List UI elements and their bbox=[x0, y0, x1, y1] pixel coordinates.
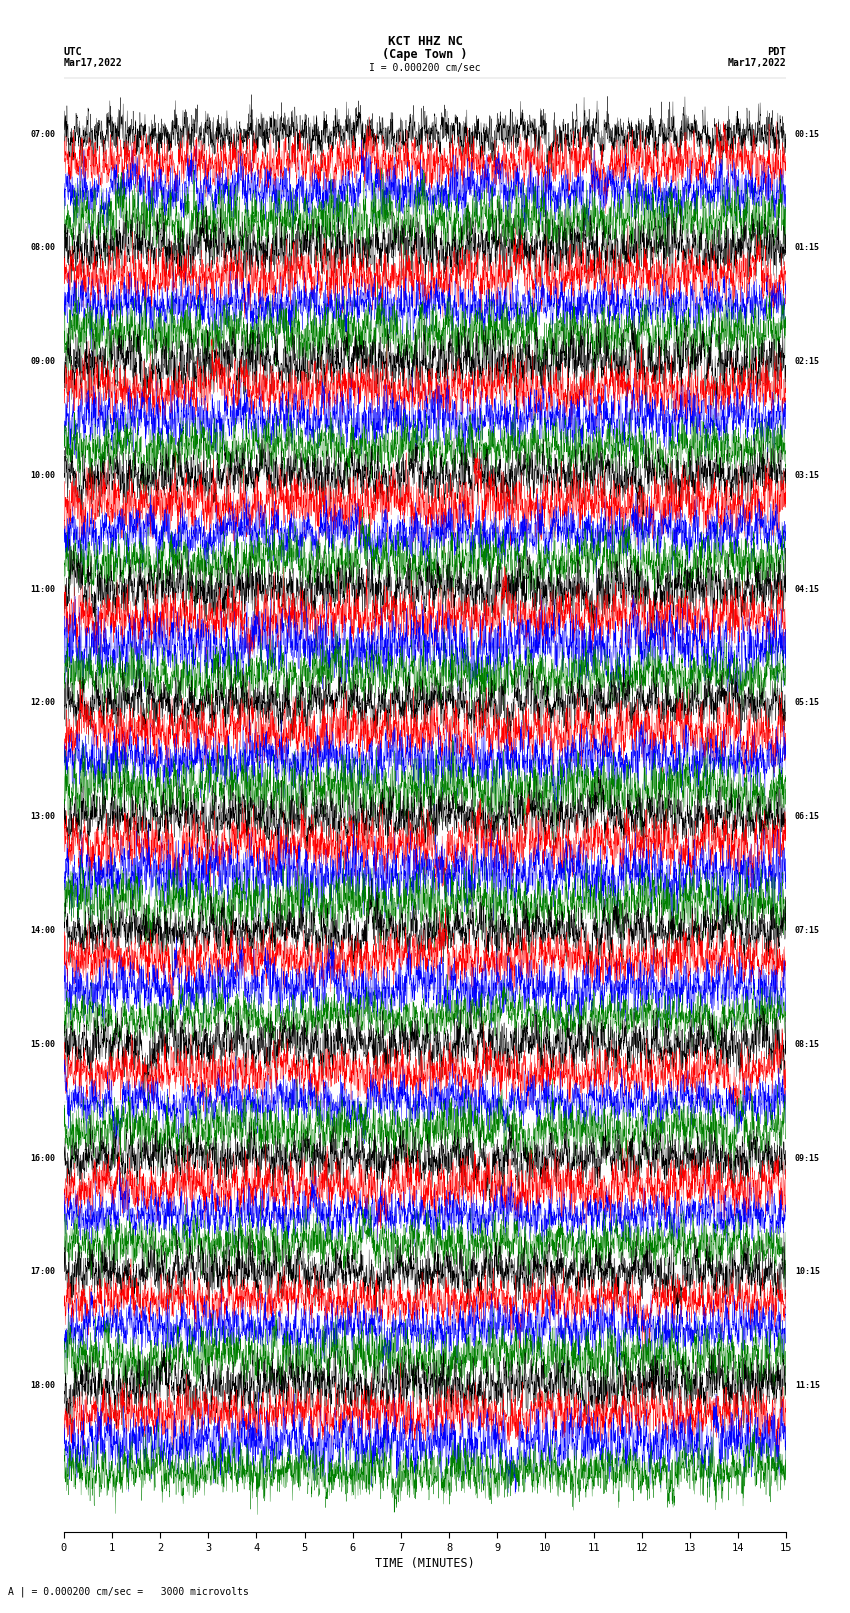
Text: 08:00: 08:00 bbox=[30, 244, 55, 252]
Text: 09:15: 09:15 bbox=[795, 1153, 820, 1163]
Text: 12:00: 12:00 bbox=[30, 698, 55, 708]
Text: 08:15: 08:15 bbox=[795, 1040, 820, 1048]
Text: 18:00: 18:00 bbox=[30, 1381, 55, 1390]
Text: 11:00: 11:00 bbox=[30, 584, 55, 594]
Text: 07:00: 07:00 bbox=[30, 129, 55, 139]
Text: 00:15: 00:15 bbox=[795, 129, 820, 139]
Text: 10:00: 10:00 bbox=[30, 471, 55, 479]
Text: 07:15: 07:15 bbox=[795, 926, 820, 936]
Text: Mar17,2022: Mar17,2022 bbox=[728, 58, 786, 68]
Text: KCT HHZ NC: KCT HHZ NC bbox=[388, 35, 462, 48]
Text: UTC: UTC bbox=[64, 47, 82, 56]
Text: 10:15: 10:15 bbox=[795, 1268, 820, 1276]
Text: 15:00: 15:00 bbox=[30, 1040, 55, 1048]
Text: 01:15: 01:15 bbox=[795, 244, 820, 252]
Text: 05:15: 05:15 bbox=[795, 698, 820, 708]
Text: 04:15: 04:15 bbox=[795, 584, 820, 594]
Text: PDT: PDT bbox=[768, 47, 786, 56]
Text: 17:00: 17:00 bbox=[30, 1268, 55, 1276]
Text: 13:00: 13:00 bbox=[30, 813, 55, 821]
Text: 03:15: 03:15 bbox=[795, 471, 820, 479]
Text: Mar17,2022: Mar17,2022 bbox=[64, 58, 122, 68]
Text: A | = 0.000200 cm/sec =   3000 microvolts: A | = 0.000200 cm/sec = 3000 microvolts bbox=[8, 1587, 249, 1597]
Text: 02:15: 02:15 bbox=[795, 356, 820, 366]
Text: 09:00: 09:00 bbox=[30, 356, 55, 366]
Text: 11:15: 11:15 bbox=[795, 1381, 820, 1390]
Text: 14:00: 14:00 bbox=[30, 926, 55, 936]
Text: I = 0.000200 cm/sec: I = 0.000200 cm/sec bbox=[369, 63, 481, 73]
Text: (Cape Town ): (Cape Town ) bbox=[382, 48, 468, 61]
Text: 16:00: 16:00 bbox=[30, 1153, 55, 1163]
Text: 06:15: 06:15 bbox=[795, 813, 820, 821]
X-axis label: TIME (MINUTES): TIME (MINUTES) bbox=[375, 1557, 475, 1569]
